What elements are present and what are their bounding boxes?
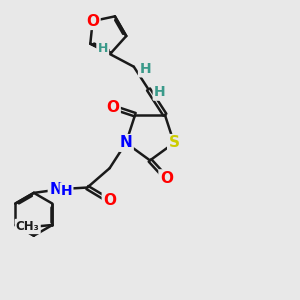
Text: H: H xyxy=(98,42,108,55)
Text: H: H xyxy=(61,184,72,197)
Text: O: O xyxy=(160,171,173,186)
Text: N: N xyxy=(49,182,62,196)
Text: CH₃: CH₃ xyxy=(16,220,40,233)
Text: O: O xyxy=(106,100,119,115)
Text: H: H xyxy=(139,62,151,76)
Text: H: H xyxy=(154,85,166,99)
Text: N: N xyxy=(120,135,132,150)
Text: O: O xyxy=(86,14,99,28)
Text: H: H xyxy=(56,182,68,196)
Text: O: O xyxy=(103,194,116,208)
Text: S: S xyxy=(169,135,179,150)
